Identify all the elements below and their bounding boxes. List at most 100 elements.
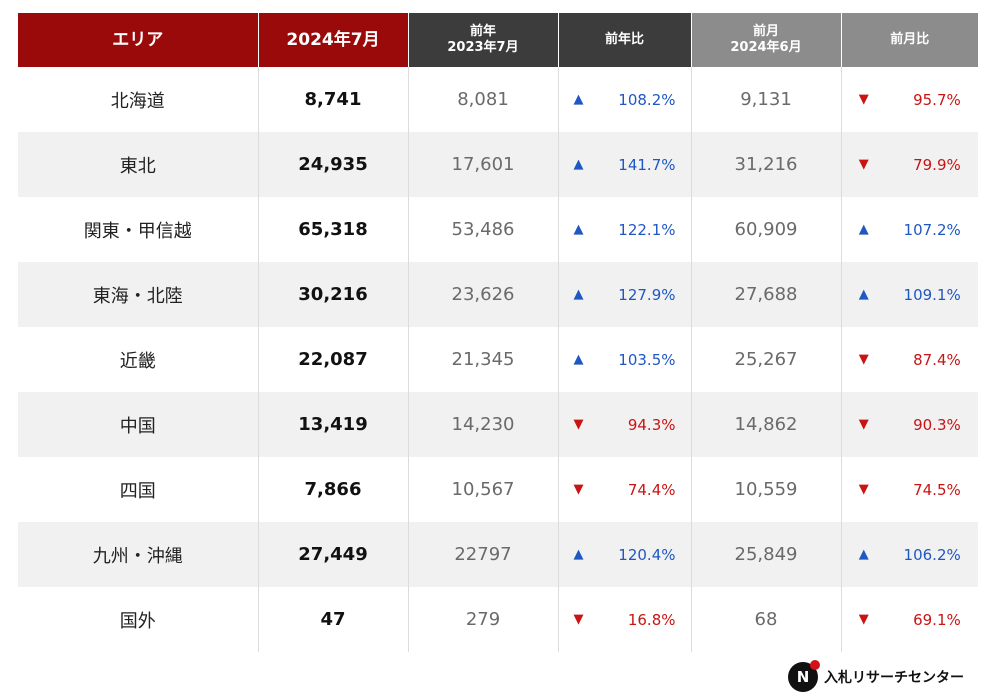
cell-current: 65,318 [258, 197, 409, 262]
arrow-up-icon: ▲ [858, 287, 869, 302]
logo-text: 入札リサーチセンター [824, 670, 964, 686]
cell-mom-ratio: ▼ 79.9% [841, 132, 978, 197]
cell-yoy-ratio: ▲ 108.2% [558, 67, 692, 132]
table-row: 国外 47 279 ▼ 16.8% 68 ▼ 69.1% [18, 587, 978, 652]
arrow-up-icon: ▲ [573, 287, 584, 302]
header-prev-month-label: 前月 [752, 24, 779, 40]
cell-prev-year: 14,230 [408, 392, 559, 457]
cell-yoy-ratio: ▼ 16.8% [558, 587, 692, 652]
cell-current: 13,419 [258, 392, 409, 457]
cell-mom-ratio: ▼ 87.4% [841, 327, 978, 392]
cell-area: 中国 [18, 392, 259, 457]
table-row: 東北 24,935 17,601 ▲ 141.7% 31,216 ▼ 79.9% [18, 132, 978, 197]
cell-mom-ratio-value: 69.1% [913, 610, 961, 629]
table-header: エリア 2024年7月 前年 2023年7月 前年比 前月 2024年6月 前月… [18, 13, 978, 67]
cell-yoy-ratio-value: 122.1% [618, 220, 676, 239]
arrow-up-icon: ▲ [573, 157, 584, 172]
cell-prev-month: 10,559 [691, 457, 842, 522]
cell-yoy-ratio-value: 74.4% [627, 480, 676, 499]
cell-prev-month: 68 [691, 587, 842, 652]
cell-area: 関東・甲信越 [18, 197, 259, 262]
header-prev-month-date: 2024年6月 [730, 40, 802, 55]
cell-prev-year: 23,626 [408, 262, 559, 327]
cell-yoy-ratio: ▲ 103.5% [558, 327, 692, 392]
cell-yoy-ratio: ▲ 122.1% [558, 197, 692, 262]
arrow-up-icon: ▲ [858, 222, 869, 237]
cell-mom-ratio: ▼ 69.1% [841, 587, 978, 652]
cell-mom-ratio: ▼ 74.5% [841, 457, 978, 522]
table-row: 中国 13,419 14,230 ▼ 94.3% 14,862 ▼ 90.3% [18, 392, 978, 457]
cell-mom-ratio-value: 107.2% [903, 220, 961, 239]
cell-prev-year: 279 [408, 587, 559, 652]
cell-yoy-ratio: ▲ 141.7% [558, 132, 692, 197]
cell-prev-year: 53,486 [408, 197, 559, 262]
header-prev-year-date: 2023年7月 [447, 40, 519, 55]
cell-prev-year: 10,567 [408, 457, 559, 522]
arrow-up-icon: ▲ [573, 92, 584, 107]
arrow-down-icon: ▼ [858, 352, 869, 367]
table-row: 九州・沖縄 27,449 22797 ▲ 120.4% 25,849 ▲ 106.2% [18, 522, 978, 587]
cell-mom-ratio-value: 90.3% [913, 415, 961, 434]
cell-current: 22,087 [258, 327, 409, 392]
cell-yoy-ratio-value: 108.2% [618, 90, 676, 109]
cell-mom-ratio: ▼ 90.3% [841, 392, 978, 457]
header-prev-year-label: 前年 [469, 24, 496, 40]
cell-mom-ratio: ▲ 109.1% [841, 262, 978, 327]
arrow-up-icon: ▲ [573, 222, 584, 237]
arrow-up-icon: ▲ [858, 547, 869, 562]
cell-prev-month: 60,909 [691, 197, 842, 262]
header-current-month: 2024年7月 [258, 13, 409, 67]
arrow-down-icon: ▼ [858, 157, 869, 172]
cell-prev-month: 14,862 [691, 392, 842, 457]
cell-yoy-ratio: ▼ 94.3% [558, 392, 692, 457]
arrow-up-icon: ▲ [573, 352, 584, 367]
cell-prev-month: 27,688 [691, 262, 842, 327]
cell-area: 東海・北陸 [18, 262, 259, 327]
cell-current: 8,741 [258, 67, 409, 132]
cell-yoy-ratio: ▼ 74.4% [558, 457, 692, 522]
cell-mom-ratio: ▲ 107.2% [841, 197, 978, 262]
cell-area: 九州・沖縄 [18, 522, 259, 587]
header-prev-month: 前月 2024年6月 [691, 13, 842, 67]
cell-mom-ratio-value: 79.9% [913, 155, 961, 174]
cell-yoy-ratio: ▲ 120.4% [558, 522, 692, 587]
cell-yoy-ratio: ▲ 127.9% [558, 262, 692, 327]
cell-yoy-ratio-value: 127.9% [618, 285, 676, 304]
cell-prev-year: 17,601 [408, 132, 559, 197]
arrow-down-icon: ▼ [858, 612, 869, 627]
table-row: 近畿 22,087 21,345 ▲ 103.5% 25,267 ▼ 87.4% [18, 327, 978, 392]
cell-yoy-ratio-value: 94.3% [627, 415, 676, 434]
arrow-down-icon: ▼ [858, 92, 869, 107]
cell-area: 国外 [18, 587, 259, 652]
cell-prev-month: 31,216 [691, 132, 842, 197]
cell-mom-ratio: ▲ 106.2% [841, 522, 978, 587]
cell-yoy-ratio-value: 103.5% [618, 350, 676, 369]
cell-current: 7,866 [258, 457, 409, 522]
region-statistics-table: エリア 2024年7月 前年 2023年7月 前年比 前月 2024年6月 前月… [18, 13, 978, 652]
cell-current: 27,449 [258, 522, 409, 587]
cell-mom-ratio-value: 87.4% [913, 350, 961, 369]
table-row: 四国 7,866 10,567 ▼ 74.4% 10,559 ▼ 74.5% [18, 457, 978, 522]
logo-mark-icon: N [788, 660, 820, 692]
cell-prev-month: 9,131 [691, 67, 842, 132]
cell-current: 47 [258, 587, 409, 652]
cell-prev-month: 25,849 [691, 522, 842, 587]
cell-yoy-ratio-value: 141.7% [618, 155, 676, 174]
cell-area: 近畿 [18, 327, 259, 392]
header-prev-month-ratio: 前月比 [841, 13, 978, 67]
cell-prev-year: 22797 [408, 522, 559, 587]
arrow-up-icon: ▲ [573, 547, 584, 562]
cell-prev-month: 25,267 [691, 327, 842, 392]
cell-yoy-ratio-value: 120.4% [618, 545, 676, 564]
cell-area: 東北 [18, 132, 259, 197]
table-row: 東海・北陸 30,216 23,626 ▲ 127.9% 27,688 ▲ 109.1% [18, 262, 978, 327]
table-row: 北海道 8,741 8,081 ▲ 108.2% 9,131 ▼ 95.7% [18, 67, 978, 132]
header-prev-year: 前年 2023年7月 [408, 13, 559, 67]
header-prev-year-ratio: 前年比 [558, 13, 692, 67]
cell-current: 24,935 [258, 132, 409, 197]
arrow-down-icon: ▼ [858, 417, 869, 432]
cell-current: 30,216 [258, 262, 409, 327]
cell-prev-year: 8,081 [408, 67, 559, 132]
cell-mom-ratio-value: 74.5% [913, 480, 961, 499]
cell-prev-year: 21,345 [408, 327, 559, 392]
